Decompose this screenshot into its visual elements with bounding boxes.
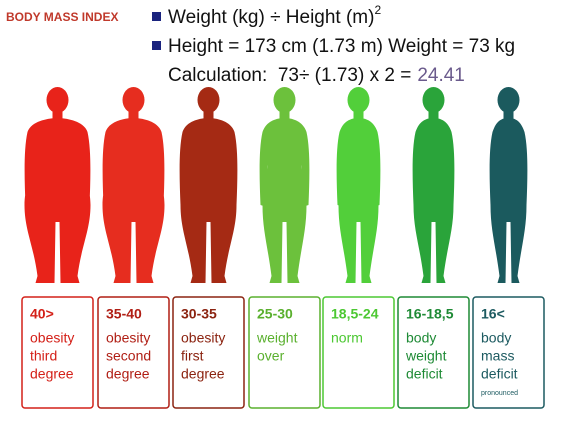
measurements: Height = 173 cm (1.73 m) Weight = 73 kg bbox=[168, 36, 515, 57]
body bbox=[336, 118, 381, 283]
neck bbox=[128, 108, 139, 120]
neck bbox=[203, 108, 214, 120]
category-box bbox=[97, 296, 170, 409]
silhouette bbox=[489, 87, 528, 283]
range: 25-30 bbox=[257, 306, 293, 322]
category-box bbox=[397, 296, 470, 409]
category-box bbox=[322, 296, 395, 409]
label-line: weight bbox=[405, 348, 447, 364]
silhouette bbox=[102, 87, 165, 283]
range: 18,5-24 bbox=[331, 306, 379, 322]
formula-superscript: 2 bbox=[374, 3, 381, 17]
range: 35-40 bbox=[106, 306, 142, 322]
range: 40> bbox=[30, 306, 54, 322]
head bbox=[197, 87, 220, 113]
head bbox=[273, 87, 296, 113]
figures bbox=[24, 87, 528, 283]
head bbox=[122, 87, 145, 113]
label-line: weight bbox=[256, 330, 298, 346]
label-line: body bbox=[406, 330, 436, 346]
range: 30-35 bbox=[181, 306, 217, 322]
label-line: first bbox=[181, 348, 204, 364]
head bbox=[422, 87, 445, 113]
formula-text: Weight (kg) ÷ Height (m) bbox=[168, 7, 374, 28]
title: BODY MASS INDEX bbox=[6, 10, 118, 24]
category-boxes: 40> obesity third degree 35-40 obesity second d… bbox=[21, 296, 545, 409]
range: 16-18,5 bbox=[406, 306, 454, 322]
range: 16< bbox=[481, 306, 505, 322]
category-box bbox=[21, 296, 94, 409]
silhouette bbox=[259, 87, 310, 283]
body bbox=[179, 118, 238, 283]
bullet bbox=[152, 12, 161, 21]
body bbox=[489, 118, 528, 283]
label-line: obesity bbox=[181, 330, 225, 346]
head bbox=[347, 87, 370, 113]
label-line: degree bbox=[106, 366, 150, 382]
calculation-text: Calculation: 73÷ (1.73) x 2 = bbox=[168, 65, 411, 86]
note: pronounced bbox=[481, 390, 518, 397]
silhouette bbox=[24, 87, 91, 283]
label-line: obesity bbox=[106, 330, 150, 346]
label-line: obesity bbox=[30, 330, 74, 346]
bullet bbox=[152, 41, 161, 50]
neck bbox=[279, 108, 290, 120]
neck bbox=[52, 108, 63, 120]
label-line: over bbox=[257, 348, 285, 364]
label-line: norm bbox=[331, 330, 363, 346]
category-box bbox=[172, 296, 245, 409]
label-line: second bbox=[106, 348, 151, 364]
label-line: deficit bbox=[481, 366, 518, 382]
silhouette bbox=[336, 87, 381, 283]
category-box bbox=[472, 296, 545, 409]
label-line: degree bbox=[30, 366, 74, 382]
body bbox=[412, 118, 455, 283]
head bbox=[497, 87, 520, 113]
label-line: mass bbox=[481, 348, 514, 364]
calculation-result: 24.41 bbox=[417, 65, 465, 86]
label-line: third bbox=[30, 348, 57, 364]
silhouette bbox=[412, 87, 455, 283]
body bbox=[24, 118, 91, 283]
calculation: Calculation: 73÷ (1.73) x 2 = 24.41 bbox=[168, 65, 465, 86]
category-box bbox=[248, 296, 321, 409]
label-line: degree bbox=[181, 366, 225, 382]
label-line: body bbox=[481, 330, 511, 346]
body bbox=[102, 118, 165, 283]
label-line: deficit bbox=[406, 366, 443, 382]
formula: Weight (kg) ÷ Height (m)2 bbox=[168, 3, 381, 28]
body bbox=[259, 118, 310, 283]
head bbox=[46, 87, 69, 113]
silhouette bbox=[179, 87, 238, 283]
neck bbox=[503, 108, 514, 120]
neck bbox=[428, 108, 439, 120]
neck bbox=[353, 108, 364, 120]
